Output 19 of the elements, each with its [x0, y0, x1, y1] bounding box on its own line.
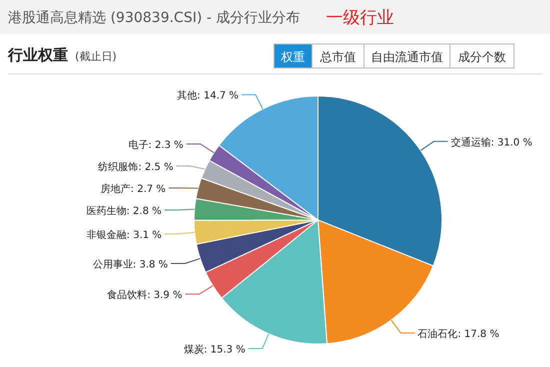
tab-button: 自由流通市值 [364, 44, 450, 68]
tab-button: 成分个数 [450, 44, 514, 68]
tab-button: 总市值 [312, 44, 364, 68]
slice-label: 食品饮料: 3.9 % [107, 289, 182, 302]
slice-label: 纺织服饰: 2.5 % [98, 160, 174, 173]
text: 行业权重 [7, 46, 68, 64]
slice-label: 公用事业: 3.8 % [92, 258, 168, 271]
slice-label: 医药生物: 2.8 % [86, 204, 162, 217]
chart-title: 港股通高息精选 (930839.CSI) - 成分行业分布 [8, 10, 300, 26]
slice-label: 石油石化: 17.8 % [418, 328, 500, 340]
slice-label: 房地产: 2.7 % [100, 182, 166, 195]
slice-label: 交通运输: 31.0 % [450, 136, 532, 148]
slice-label: 电子: 2.3 % [128, 138, 184, 151]
slice-label: 煤炭: 15.3 % [184, 343, 246, 356]
slice-label: 非银金融: 3.1 % [86, 228, 162, 241]
text: (截止日) [75, 50, 117, 63]
tab-button: 权重 [274, 44, 312, 68]
chart-subtitle: 一级行业 [326, 8, 394, 28]
slice-label: 其他: 14.7 % [177, 90, 239, 102]
